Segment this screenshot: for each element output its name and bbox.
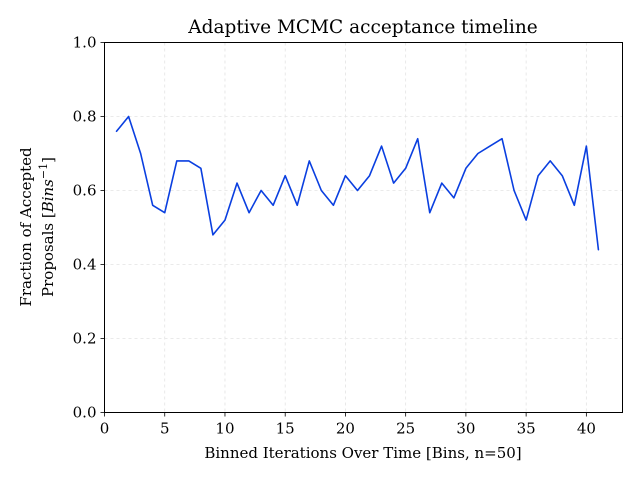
x-tick-label: 20 (336, 420, 355, 438)
x-tick-label: 35 (517, 420, 536, 438)
x-axis: 0 5 10 15 20 25 30 35 40 (100, 412, 596, 438)
y-tick-label: 0.0 (73, 404, 97, 422)
x-tick-label: 5 (160, 420, 170, 438)
y-axis-label-prefix: Proposals [ (39, 212, 57, 297)
plot-frame (104, 42, 623, 413)
y-axis: 0.0 0.2 0.4 0.6 0.8 1.0 (73, 34, 105, 422)
y-tick-label: 0.4 (73, 256, 97, 274)
series-layer (115, 115, 600, 251)
y-axis-label-line1: Fraction of Accepted (17, 147, 35, 307)
x-tick-label: 15 (276, 420, 295, 438)
x-tick-label: 30 (456, 420, 475, 438)
series-line-0 (115, 115, 600, 251)
x-axis-label: Binned Iterations Over Time [Bins, n=50] (204, 444, 521, 462)
y-axis-label-line2: Proposals [Bins−1] (37, 157, 57, 297)
y-tick-label: 0.6 (73, 182, 97, 200)
x-tick-label: 25 (396, 420, 415, 438)
x-tick-label: 0 (100, 420, 110, 438)
chart-title: Adaptive MCMC acceptance timeline (187, 17, 537, 38)
y-tick-label: 1.0 (73, 34, 97, 52)
x-tick-label: 40 (577, 420, 596, 438)
y-axis-label-suffix: ] (39, 157, 57, 163)
y-tick-label: 0.2 (73, 330, 97, 348)
y-axis-label-sup: −1 (37, 163, 50, 179)
x-tick-label: 10 (215, 420, 234, 438)
y-tick-label: 0.8 (73, 108, 97, 126)
y-axis-label-var: Bins (39, 179, 57, 213)
